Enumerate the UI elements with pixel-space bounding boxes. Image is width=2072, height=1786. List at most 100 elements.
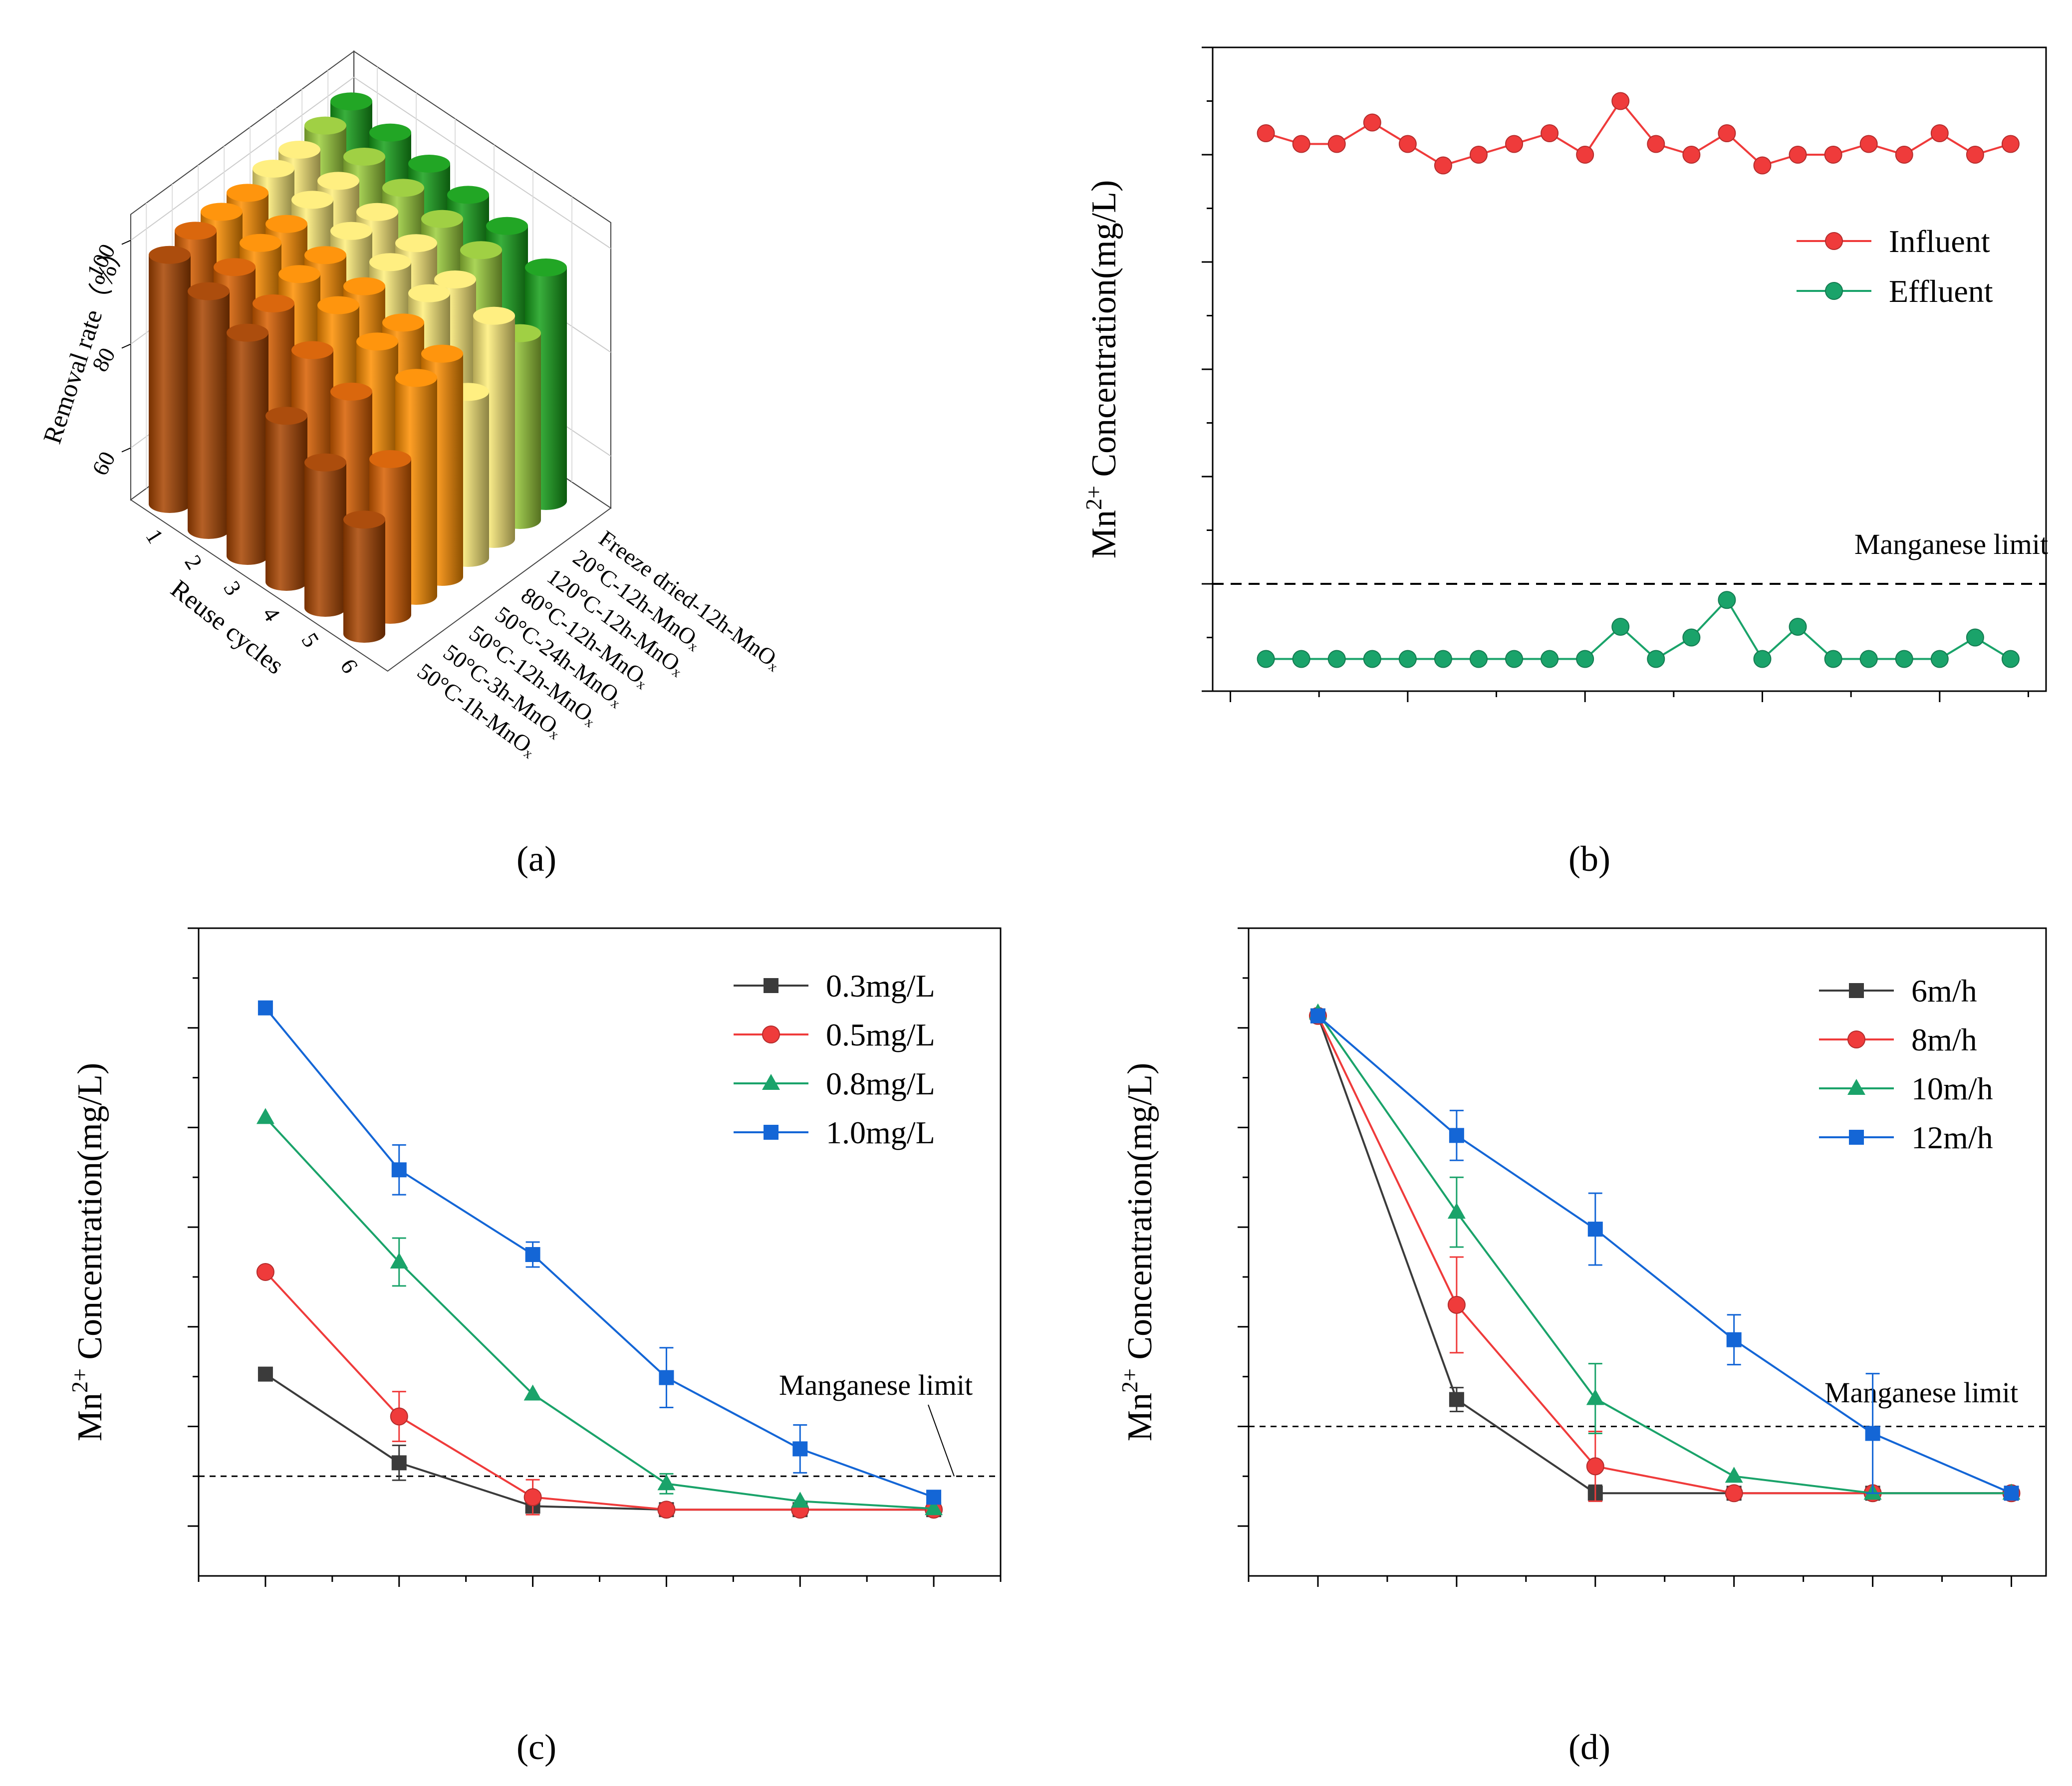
cylinder-top <box>304 453 346 472</box>
data-point <box>1725 1484 1743 1503</box>
cylinder-top <box>304 116 346 135</box>
series-line <box>264 1007 934 1499</box>
legend-marker <box>764 1125 778 1140</box>
legend-marker <box>764 978 778 993</box>
data-point <box>1682 628 1701 647</box>
cylinder-top <box>525 258 567 276</box>
data-point <box>1753 156 1772 175</box>
cylinder-top <box>175 222 217 240</box>
cylinder-top <box>356 332 398 351</box>
data-point <box>792 1441 808 1457</box>
cylinder-top <box>356 203 398 221</box>
data-point <box>659 1370 674 1385</box>
data-point <box>1859 650 1878 668</box>
data-point <box>1327 135 1346 153</box>
data-point <box>1682 146 1701 164</box>
cylinder-bar <box>343 510 385 643</box>
y-axis-label-main: Mn <box>71 1393 109 1441</box>
legend-label: 10m/h <box>1911 1071 1993 1106</box>
data-point <box>1576 146 1594 164</box>
y-axis-label-main: Mn <box>1085 510 1123 558</box>
y-tick-mark <box>121 343 131 349</box>
cylinder-bar <box>227 323 268 565</box>
cylinder-top <box>330 382 372 401</box>
data-point <box>1647 135 1665 153</box>
data-point <box>1310 1008 1325 1023</box>
y-axis-label-sup: 2+ <box>67 1368 92 1393</box>
data-point <box>1505 135 1524 153</box>
data-point <box>1895 650 1913 668</box>
cylinder-top <box>265 407 307 425</box>
legend-marker <box>1849 1130 1864 1145</box>
wall-gridline <box>353 76 611 249</box>
manganese-limit-label: Manganese limit <box>1824 1376 2018 1409</box>
legend-label: Effluent <box>1889 273 1993 309</box>
cylinder-body <box>149 255 191 513</box>
cylinder-body <box>304 462 346 617</box>
cylinder-top <box>330 92 372 111</box>
data-point <box>2001 650 2020 668</box>
cylinder-top <box>253 294 294 312</box>
cylinder-bar <box>149 246 191 513</box>
series-12m/h <box>1310 1008 2019 1501</box>
data-point <box>258 1366 273 1382</box>
cylinder-top <box>291 341 333 359</box>
y-tick-mark <box>121 447 131 453</box>
data-point <box>1257 650 1275 668</box>
limit-leader-line <box>928 1404 955 1477</box>
legend-label: 0.5mg/L <box>826 1017 935 1052</box>
legend-marker <box>762 1074 780 1090</box>
data-point <box>1587 1222 1603 1237</box>
cylinder-top <box>382 179 424 197</box>
cylinder-top <box>369 450 411 468</box>
data-point <box>1895 146 1913 164</box>
cylinder-top <box>188 282 230 300</box>
cylinder-body <box>227 332 268 565</box>
data-point <box>1725 1467 1743 1483</box>
data-point <box>1966 628 1984 647</box>
cylinder-top <box>201 203 243 221</box>
panel-label-c: (c) <box>517 1727 556 1767</box>
cylinder-body <box>188 291 230 539</box>
data-point <box>1469 146 1488 164</box>
cylinder-top <box>330 222 372 240</box>
legend-marker <box>762 1025 780 1043</box>
cylinder-top <box>369 253 411 271</box>
data-point <box>1789 618 1807 636</box>
y-tick-label: 60 <box>87 447 120 480</box>
legend-marker <box>1849 983 1864 998</box>
cylinder-body <box>343 519 385 643</box>
cylinder-top <box>253 160 294 178</box>
cylinder-top <box>265 215 307 233</box>
cylinder-top <box>317 172 359 190</box>
cylinder-top <box>369 123 411 142</box>
data-point <box>1434 156 1452 175</box>
cylinder-top <box>434 270 476 288</box>
data-point <box>1469 650 1488 668</box>
data-point <box>258 1000 273 1016</box>
x-tick-label: 1 <box>141 524 168 548</box>
series-0.8mg/L <box>256 1108 943 1516</box>
data-point <box>391 1162 407 1178</box>
data-point <box>1586 1457 1604 1476</box>
data-point <box>1257 124 1275 142</box>
data-point <box>1824 146 1842 164</box>
cylinder-bar <box>304 453 346 617</box>
legend-label: 8m/h <box>1911 1022 1977 1057</box>
legend-marker <box>1825 282 1843 300</box>
data-point <box>1859 135 1878 153</box>
cylinder-top <box>473 306 515 325</box>
data-point <box>1789 146 1807 164</box>
panel-b-line-chart: Mn2+ Concentration(mg/L) Manganese limit I… <box>1081 46 2048 702</box>
data-point <box>1824 650 1842 668</box>
panel-label-d: (d) <box>1568 1727 1610 1767</box>
data-point <box>1434 650 1452 668</box>
cylinder-top <box>304 246 346 264</box>
y-axis-label: Mn2+ Concentration(mg/L) <box>67 1063 109 1442</box>
y-axis-label-main: Mn <box>1121 1393 1159 1441</box>
plot-frame <box>1248 927 2047 1577</box>
cylinder-top <box>447 186 489 204</box>
data-point <box>1541 124 1559 142</box>
series-line <box>1266 99 2011 167</box>
